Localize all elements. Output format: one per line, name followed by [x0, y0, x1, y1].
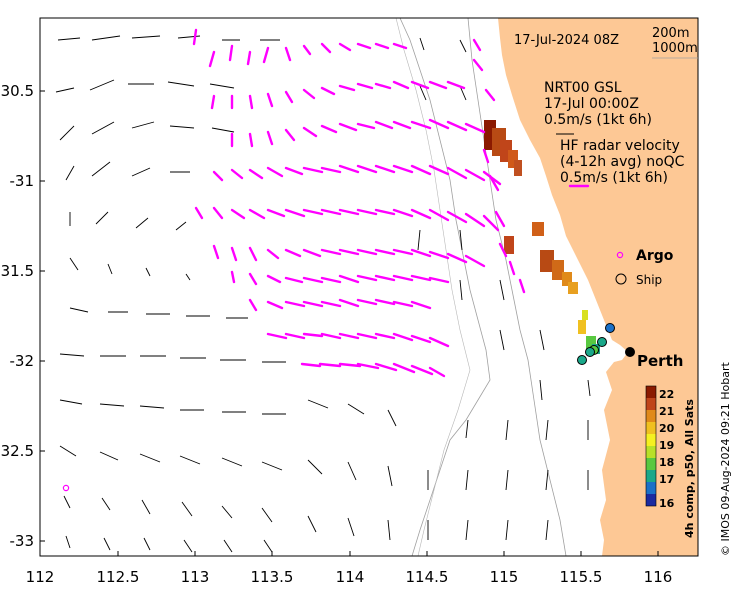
ship-markers	[577, 323, 635, 365]
hf-arrow-row-8	[248, 298, 432, 312]
x-tick-label: 116	[644, 568, 673, 586]
nrt-label-line-2: 17-Jul 00:00Z	[544, 96, 639, 112]
model-arrow-row-8	[59, 353, 286, 363]
hf-arrow-row-1	[192, 28, 408, 68]
argo-float-marker	[62, 484, 70, 492]
date-label: 17-Jul-2024 08Z	[514, 33, 619, 48]
city-label-perth: Perth	[637, 352, 683, 370]
colorbar-tick: 20	[659, 422, 675, 435]
argo-legend-label: Argo	[636, 248, 674, 264]
hf-arrow-row-4	[212, 164, 502, 186]
credit-label: © IMOS 09-Aug-2024 09:21 Hobart	[719, 362, 732, 556]
hf-arrow-coastal	[472, 38, 526, 294]
colorbar-tick-labels: 22 21 20 19 18 17 16	[659, 388, 675, 510]
colorbar-tick: 22	[659, 388, 674, 401]
ship-legend-marker	[615, 273, 627, 285]
isobath-200m	[467, 18, 567, 556]
model-arrow-shelf	[307, 37, 591, 541]
isobath-label-200m: 200m	[652, 26, 689, 41]
nrt-label-line-3: 0.5m/s (1kt 6h)	[544, 112, 652, 128]
x-tick-label: 115.5	[560, 568, 603, 586]
model-current-arrows	[55, 35, 591, 553]
plot-frame	[39, 17, 699, 557]
sst-patches	[484, 120, 600, 354]
model-arrow-row-12	[65, 535, 273, 553]
y-tick-label: -31	[10, 172, 35, 190]
hf-arrow-row-2	[210, 80, 466, 110]
model-arrow-row-7	[69, 307, 248, 319]
colorbar-tick: 19	[659, 439, 674, 452]
x-tick-label: 114.5	[406, 568, 449, 586]
x-tick-label: 112.5	[97, 568, 140, 586]
model-arrow-row-11	[63, 495, 273, 523]
model-arrow-row-6	[69, 257, 191, 281]
y-tick-label: -33	[10, 532, 35, 550]
hf-arrow-row-5	[194, 206, 500, 232]
isobath-deep	[395, 18, 471, 556]
nrt-label-line-1: NRT00 GSL	[544, 80, 622, 96]
ship-legend-label: Ship	[636, 273, 662, 287]
colorbar-tick: 18	[659, 456, 674, 469]
colorbar-tick: 21	[659, 405, 674, 418]
model-arrow-row-1	[57, 35, 280, 41]
hf-radar-arrows	[192, 28, 526, 378]
x-tick-label: 115	[490, 568, 519, 586]
colorbar-tick: 16	[659, 497, 675, 510]
hf-arrow-row-3	[230, 118, 486, 148]
colorbar-tick: 17	[659, 473, 674, 486]
y-tick-label: 31.5	[1, 262, 34, 280]
model-arrow-row-2	[55, 79, 235, 93]
hf-arrow-row-6	[212, 244, 486, 268]
model-arrow-row-4	[65, 161, 190, 181]
colorbar-title: 4h comp, p50, All Sats	[683, 399, 696, 538]
hf-arrow-row-9	[266, 332, 450, 348]
isobath-1000m	[399, 18, 491, 556]
isobath-label-1000m: 1000m	[652, 41, 698, 56]
argo-legend-marker	[616, 251, 624, 259]
y-tick-label: 30.5	[1, 82, 34, 100]
hf-label-line-3: 0.5m/s (1kt 6h)	[560, 170, 668, 186]
model-arrow-row-5	[69, 211, 187, 231]
sst-colorbar	[645, 385, 657, 507]
x-tick-labels: 112 112.5 113 113.5 114 114.5 115 115.5 …	[26, 568, 673, 586]
model-arrow-row-9	[59, 399, 286, 415]
x-tick-label: 113	[181, 568, 210, 586]
hf-arrow-row-10	[300, 362, 446, 378]
x-tick-label: 113.5	[251, 568, 294, 586]
y-tick-label: 32.5	[1, 442, 34, 460]
y-tick-label: -32	[10, 352, 35, 370]
hf-label-line-2: (4-12h avg) noQC	[560, 154, 685, 170]
x-tick-label: 112	[26, 568, 55, 586]
model-arrow-row-10	[59, 445, 283, 471]
axis-ticks	[39, 90, 659, 556]
hf-label-line-1: HF radar velocity	[560, 138, 680, 154]
x-tick-label: 114	[336, 568, 365, 586]
hf-arrow-row-7	[230, 270, 450, 286]
y-tick-labels: 30.5 -31 31.5 -32 32.5 -33	[1, 82, 34, 550]
model-arrow-row-3	[59, 121, 235, 141]
